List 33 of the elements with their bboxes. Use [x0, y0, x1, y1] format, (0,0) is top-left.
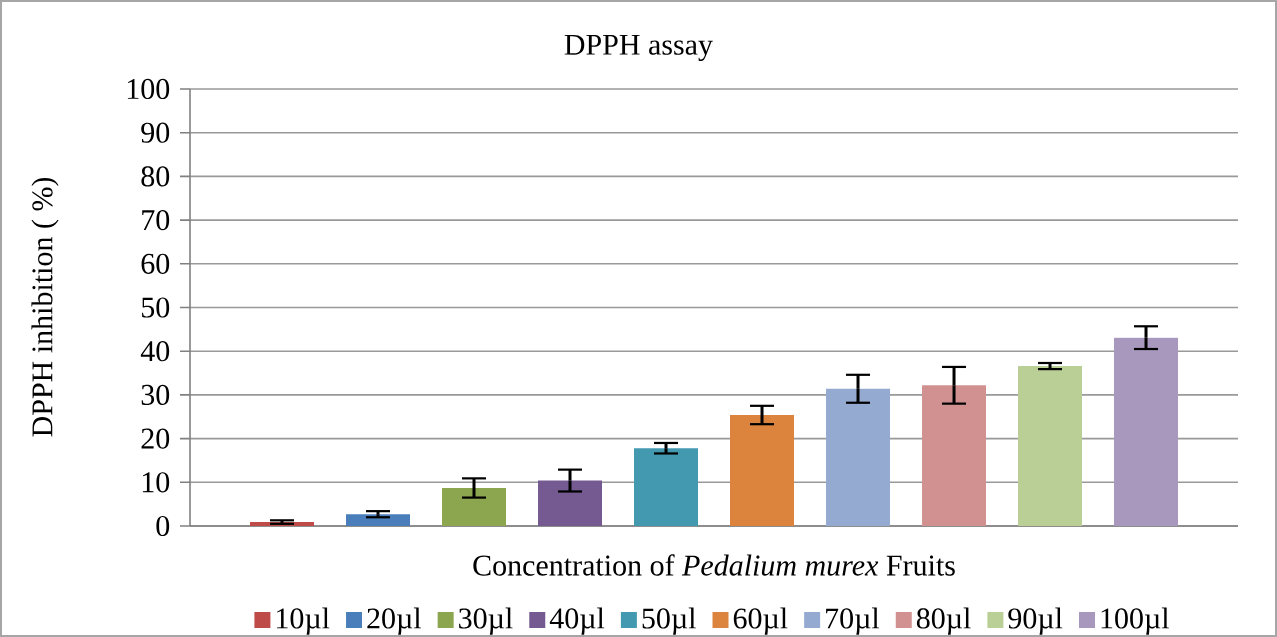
- bar: [634, 448, 699, 526]
- y-tick-label: 100: [127, 78, 170, 100]
- legend-label: 10µl: [277, 607, 330, 635]
- legend-label: 80µl: [916, 607, 971, 635]
- bar: [730, 415, 795, 526]
- y-tick-label: 20: [141, 428, 170, 449]
- y-tick-label: 50: [142, 297, 170, 318]
- y-tick-label: 90: [141, 122, 170, 143]
- y-axis-title: DPPH inhibition ( %): [31, 177, 59, 437]
- y-tick-label: 80: [141, 166, 170, 187]
- bar: [1114, 337, 1179, 526]
- y-tick-label: 70: [142, 209, 170, 231]
- chart-title: DPPH assay: [564, 34, 713, 62]
- y-tick-label: 0: [156, 515, 170, 537]
- legend-label: 60µl: [733, 607, 788, 635]
- legend-label: 30µl: [459, 607, 513, 635]
- y-tick-label: 10: [142, 472, 170, 493]
- bar: [346, 514, 411, 526]
- legend-label: 40µl: [549, 607, 605, 635]
- legend-label: 50µl: [642, 607, 696, 635]
- y-tick-label: 40: [140, 341, 170, 362]
- y-tick-label: 60: [141, 253, 170, 274]
- legend-label: 70µl: [826, 607, 880, 635]
- bar: [826, 388, 891, 526]
- legend-label: 90µl: [1008, 607, 1063, 635]
- bar: [922, 385, 987, 526]
- legend-label: 100µl: [1101, 607, 1169, 635]
- bar: [538, 480, 603, 526]
- bar: [1018, 366, 1083, 526]
- legend-label: 20µl: [367, 607, 422, 635]
- y-tick-label: 30: [141, 384, 170, 406]
- x-axis-title: Concentration of Pedalium murex Fruits: [473, 554, 955, 576]
- bar: [442, 487, 507, 526]
